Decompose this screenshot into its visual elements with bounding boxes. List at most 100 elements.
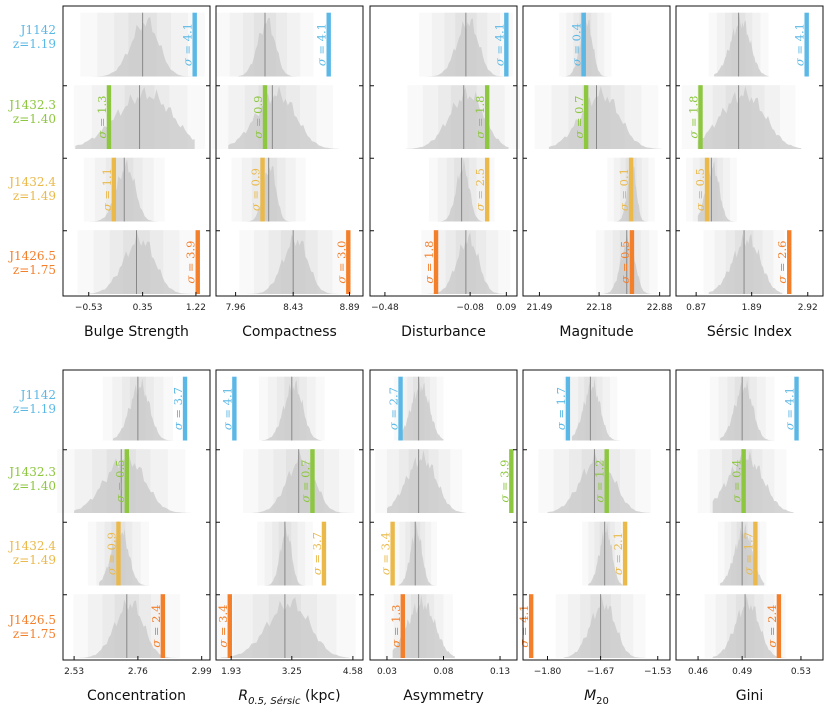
cluster-redshift: z=1.49 [13,189,56,203]
offset-bar-J1432.4 [484,157,490,222]
offset-bar-J1426.5 [400,594,405,658]
sigma-label-J1432.4: σ = 2.1 [611,532,625,575]
cluster-name: J1142 [19,388,56,402]
x-tick-label: 7.96 [226,303,246,313]
axis-title-reff: R0.5, Sérsic (kpc) [238,688,340,707]
axis-title-m20: M20 [584,688,609,707]
sigma-label-J1426.5: σ = 2.6 [775,241,789,284]
offset-bar-J1432.3 [262,85,268,149]
x-tick-label: 0.13 [490,667,510,677]
sigma-label-J1432.3: σ = 0.4 [730,460,744,503]
offset-bar-J1432.4 [321,521,327,586]
cluster-label-J1426.5-row2: J1426.5z=1.75 [7,613,56,641]
distribution-J1432.4 [588,522,630,586]
sigma-label-J1426.5: σ = 4.1 [517,605,531,648]
sigma-label-J1432.3: σ = 3.9 [497,460,511,503]
sigma-label-J1432.4: σ = 1.7 [741,532,755,575]
x-tick-label: −0.08 [456,303,484,313]
axis-title-compact: Compactness [242,324,337,340]
offset-bar-J1142 [504,12,509,77]
distribution-J1432.4 [423,158,483,222]
axis-title-gini: Gini [736,688,764,704]
x-tick-label: 2.92 [798,303,818,313]
panel-frame [675,369,824,661]
distribution-J1142 [572,378,621,441]
x-tick-label: 0.03 [377,667,397,677]
sigma-label-J1432.3: σ = 0.7 [298,460,312,503]
panel-frame [215,5,364,297]
distribution-J1432.3 [228,85,339,149]
panel-bulge: σ = 4.1 σ = 1.3 σ = 1.1 σ = 3.9 −0.53 0.35 1.2… [62,5,211,340]
sigma-label-J1142: σ = 4.1 [315,23,329,66]
offset-bar-J1432.3 [106,85,112,149]
distribution-J1426.5 [423,232,505,294]
panel-background [523,6,670,296]
x-tick-label: 0.09 [496,303,516,313]
cluster-redshift: z=1.75 [13,627,56,641]
offset-bar-J1432.3 [484,85,490,149]
offset-bar-J1426.5 [433,230,439,294]
sigma-label-J1426.5: σ = 3.4 [216,605,230,648]
panel-reff: σ = 4.1 σ = 0.7 σ = 3.7 σ = 3.4 1.93 3.25 4.58… [214,369,364,707]
x-tick-label: 2.99 [192,667,212,677]
panel-disturb: σ = 4.1 σ = 1.8 σ = 2.5 σ = 1.8 −0.48 −0.08 0.… [369,5,520,340]
distribution-J1432.3 [712,450,794,513]
offset-bar-J1432.4 [111,157,117,222]
cluster-name: J1142 [19,23,56,37]
cluster-name: J1432.4 [7,539,56,553]
x-tick-label: 0.08 [433,667,453,677]
sigma-label-J1432.4: σ = 0.9 [249,168,263,211]
distribution-J1432.3 [697,85,802,149]
sigma-label-J1432.3: σ = 1.8 [687,96,701,139]
sigma-label-J1426.5: σ = 1.3 [389,605,403,648]
panel-gini: σ = 4.1 σ = 0.4 σ = 1.7 σ = 2.4 0.46 0.49 0.53… [675,369,824,704]
cluster-redshift: z=1.75 [13,263,56,277]
panel-frame [215,369,364,661]
panel-conc: σ = 3.7 σ = 0.5 σ = 0.9 σ = 2.4 2.53 2.76 2.99… [57,369,212,704]
offset-bar-J1426.5 [346,230,351,294]
cluster-redshift: z=1.49 [13,553,56,567]
cluster-redshift: z=1.40 [13,112,56,126]
offset-bar-J1432.3 [741,449,746,513]
sigma-label-J1432.3: σ = 0.7 [572,96,586,139]
sigma-label-J1142: σ = 4.1 [783,387,797,430]
cluster-name: J1426.5 [7,613,56,627]
cluster-name: J1432.4 [7,175,56,189]
panel-frame [369,5,518,297]
offset-bar-J1426.5 [787,230,792,294]
cluster-label-J1432.3-row1: J1432.3z=1.40 [7,98,56,126]
offset-bar-J1142 [182,376,188,441]
offset-bar-J1432.4 [390,521,395,586]
panel-frame [522,5,671,297]
distribution-J1142 [238,17,327,77]
panel-background [370,6,517,296]
x-tick-label: 4.58 [343,667,363,677]
sigma-label-J1142: σ = 4.1 [181,23,195,66]
distribution-J1142 [84,16,198,77]
x-tick-label: 0.49 [732,667,752,677]
sigma-label-J1432.3: σ = 0.9 [251,96,265,139]
distribution-J1432.3 [252,450,354,513]
x-tick-label: 2.53 [64,667,84,677]
offset-bar-J1426.5 [776,594,782,658]
panel-frame [522,369,671,661]
axis-title-bulge: Bulge Strength [84,324,189,340]
offset-bar-J1142 [326,12,331,77]
panel-mag: σ = 0.4 σ = 0.7 σ = 0.1 σ = 0.5 21.49 22.18 22… [522,5,673,340]
offset-bar-J1432.4 [704,157,710,222]
distribution-J1142 [720,379,779,441]
x-tick-label: −1.80 [534,667,562,677]
axis-title-mag: Magnitude [559,324,633,340]
sigma-label-J1432.4: σ = 2.5 [473,168,487,211]
offset-bar-J1426.5 [528,594,534,658]
axis-title-disturb: Disturbance [401,324,486,340]
offset-bar-J1142 [192,12,197,77]
distribution-J1432.3 [75,87,195,149]
sigma-label-J1432.4: σ = 3.7 [310,532,324,575]
sigma-label-J1432.4: σ = 0.1 [617,168,631,211]
sigma-label-J1426.5: σ = 2.4 [765,605,779,648]
sigma-label-J1432.4: σ = 3.4 [379,532,393,575]
